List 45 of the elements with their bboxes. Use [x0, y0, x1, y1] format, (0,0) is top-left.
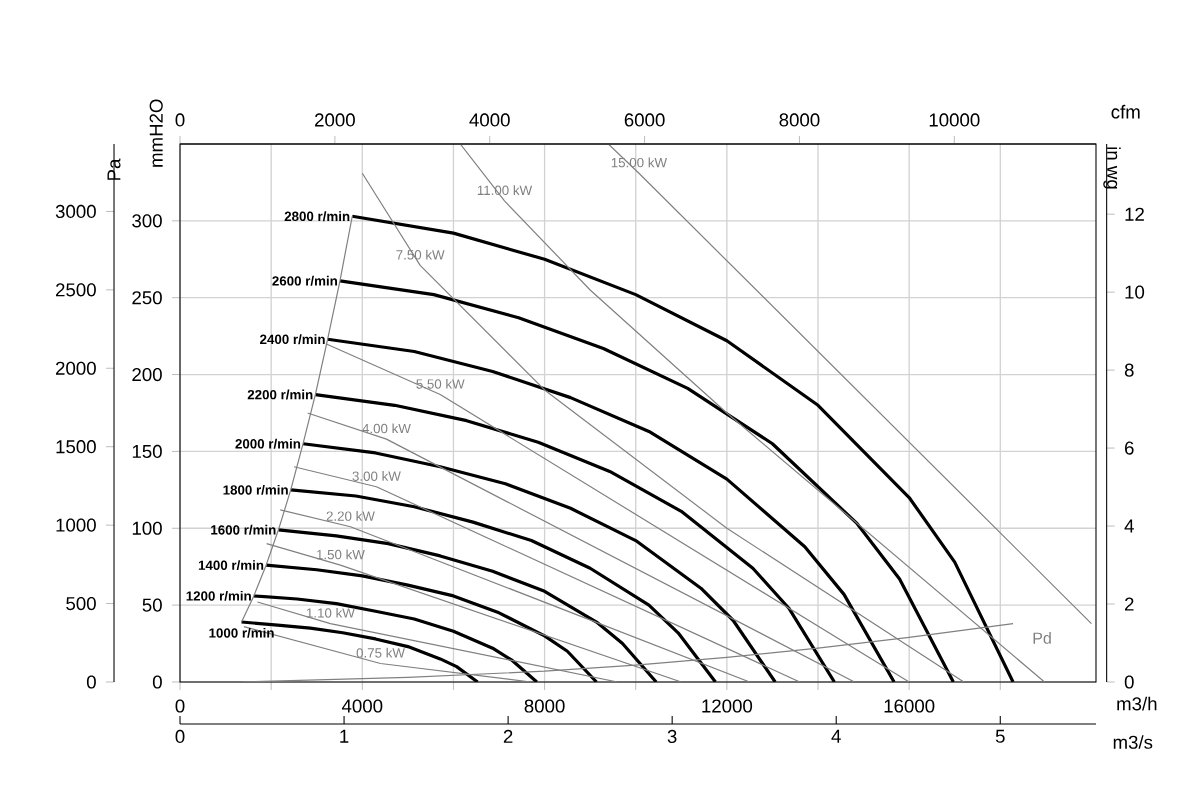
x-tick-label: 12000	[702, 699, 753, 713]
y-tick-label: 100	[132, 521, 162, 535]
y2-tick-label: 10	[1125, 285, 1145, 299]
x2-tick-label: 4000	[469, 113, 510, 127]
y2-tick-label: 8	[1124, 363, 1134, 377]
text: 0	[175, 729, 185, 744]
x2-tick-label: 0	[175, 113, 185, 127]
y3-tick-label: 2500	[56, 283, 96, 297]
x2-tick-label: 10000	[929, 113, 980, 127]
x2-axis-title: cfm	[1111, 104, 1140, 119]
y3-tick-label: 1500	[56, 440, 96, 454]
x2-tick-label: 8000	[779, 113, 820, 127]
x-tick-label: 16000	[884, 699, 935, 713]
x-tick-label: 8000	[524, 699, 565, 713]
y2-tick-label: 2	[1125, 597, 1134, 611]
y-tick-label: 300	[132, 214, 162, 228]
y2-axis-title: in wg	[1103, 147, 1121, 189]
y-axis-title: mmH2O	[149, 99, 163, 167]
y3-axis-title: Pa	[107, 158, 121, 180]
y-tick-label: 200	[132, 367, 162, 382]
y2-tick-label: 0	[1124, 675, 1134, 689]
y2-tick-label: 6	[1125, 441, 1134, 455]
y3-tick-label: 2000	[56, 361, 96, 375]
y-tick-label: 150	[132, 444, 162, 459]
y-tick-label: 50	[142, 598, 162, 612]
x2-tick-label: 2000	[315, 113, 355, 127]
text: 3	[667, 729, 677, 744]
x-tick-label: 0	[175, 699, 185, 713]
text: 1	[340, 729, 349, 743]
annotation: Pd	[1033, 632, 1051, 644]
text: 4	[831, 729, 841, 743]
y-tick-label: 250	[132, 291, 162, 305]
x-axis-title: m3/h	[1117, 696, 1157, 711]
text: 5	[995, 729, 1005, 743]
y2-tick-label: 12	[1125, 207, 1144, 221]
y3-tick-label: 0	[86, 675, 96, 689]
text: m3/s	[1113, 735, 1153, 749]
y3-tick-label: 1000	[56, 518, 96, 532]
y3-tick-label: 3000	[55, 204, 96, 219]
y2-tick-label: 4	[1124, 519, 1134, 533]
x2-tick-label: 6000	[624, 113, 665, 127]
y3-tick-label: 500	[66, 596, 96, 611]
y-tick-label: 0	[152, 675, 162, 689]
text: 2	[503, 729, 513, 743]
x-tick-label: 4000	[341, 699, 383, 713]
